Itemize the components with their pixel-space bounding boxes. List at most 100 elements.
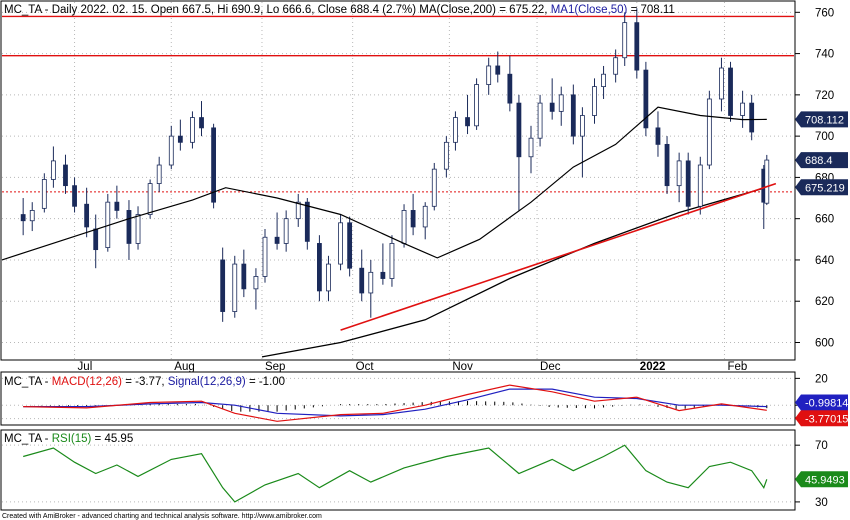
price-value-tag: 708.112 — [795, 111, 848, 128]
candle — [304, 198, 310, 250]
candle — [410, 193, 416, 236]
svg-text:708.112: 708.112 — [805, 114, 844, 126]
candle — [126, 200, 132, 260]
candle — [507, 55, 513, 112]
rsi-line — [23, 444, 768, 503]
candle — [764, 154, 770, 206]
rsi-title: MC_TA - RSI(15) = 45.95 — [4, 433, 133, 445]
candle — [474, 78, 479, 130]
candle — [168, 125, 174, 170]
macd-line — [23, 384, 767, 422]
candle — [177, 119, 183, 151]
rsi-path — [23, 444, 768, 503]
signal-value-tag: -0.99814 — [795, 394, 848, 411]
svg-text:688.4: 688.4 — [805, 155, 833, 167]
candle — [105, 193, 111, 252]
candle — [453, 111, 458, 151]
price-gridlines — [2, 2, 794, 359]
price-value-tag: 675.219 — [795, 179, 848, 196]
ma200-path — [261, 186, 767, 358]
candle — [655, 111, 661, 157]
candle — [338, 214, 343, 271]
price-tick-label: 600 — [815, 337, 834, 349]
svg-text:45.9493: 45.9493 — [805, 474, 845, 486]
svg-text:-3.77015: -3.77015 — [805, 413, 848, 425]
candle — [241, 249, 247, 298]
x-tick-label: Aug — [174, 361, 194, 373]
x-tick-label: Oct — [356, 361, 375, 373]
macd-y-axis: 200-10-0.99814-3.77015 — [795, 373, 848, 427]
support-trendline — [340, 182, 777, 331]
ma50-line — [1, 106, 767, 261]
candle — [558, 86, 564, 126]
price-title: MC_TA - Daily 2022. 02. 15. Open 667.5, … — [4, 4, 675, 16]
macd-lines — [23, 384, 767, 422]
price-tick-label: 720 — [815, 90, 834, 102]
candle — [72, 177, 77, 213]
candle — [422, 202, 428, 240]
candle — [135, 206, 141, 250]
candle — [359, 249, 365, 302]
candle — [516, 94, 522, 211]
svg-text:675.219: 675.219 — [805, 182, 845, 194]
candle — [579, 107, 585, 178]
candle — [592, 78, 597, 124]
x-tick-label: Jul — [78, 361, 93, 373]
candle — [685, 152, 691, 215]
candlesticks — [20, 8, 770, 322]
footer-credit: Created with AmiBroker - advanced charti… — [2, 513, 322, 520]
candle — [220, 247, 226, 322]
candle — [380, 243, 386, 285]
candle — [495, 51, 501, 83]
candle — [706, 90, 712, 170]
candle — [347, 216, 353, 277]
candle — [719, 57, 724, 112]
rsi-y-axis: 70 30 45.9493 — [795, 440, 848, 509]
rsi-tick-label: 70 — [815, 440, 828, 452]
candle — [190, 111, 195, 149]
candle — [728, 61, 733, 122]
candle — [749, 94, 755, 141]
candle — [528, 125, 534, 174]
candle — [283, 210, 289, 252]
candle — [613, 49, 619, 83]
horizontal-levels — [2, 15, 794, 193]
candle — [326, 255, 331, 302]
candle — [740, 90, 746, 128]
candle — [63, 154, 68, 194]
macd-tick-label: 20 — [815, 373, 828, 385]
candle — [634, 8, 640, 79]
rsi-pane[interactable]: MC_TA - RSI(15) = 45.95 — [0, 429, 796, 511]
candle — [697, 156, 703, 215]
candle — [232, 255, 238, 318]
x-tick-label: Sep — [265, 361, 285, 373]
candle — [20, 198, 26, 236]
rsi-gridlines — [2, 444, 794, 503]
candle — [443, 136, 449, 178]
candle — [664, 136, 670, 194]
x-tick-label: Nov — [452, 361, 473, 373]
candle — [401, 204, 407, 248]
trendline — [340, 182, 777, 331]
candle — [114, 185, 120, 219]
macd-pane[interactable]: MC_TA - MACD(12,26) = -3.77, Signal(12,2… — [0, 371, 796, 426]
signal-line — [23, 388, 767, 417]
candle — [486, 57, 492, 95]
candle — [368, 259, 374, 318]
candle — [676, 152, 682, 203]
candle — [199, 101, 204, 137]
x-tick-label: Dec — [540, 361, 561, 373]
price-tick-label: 760 — [815, 7, 834, 19]
x-tick-label: Feb — [727, 361, 747, 373]
candle — [156, 156, 162, 192]
candle — [570, 84, 576, 145]
price-tick-label: 640 — [815, 255, 834, 267]
candle — [431, 162, 437, 211]
candle — [295, 193, 301, 227]
candle — [317, 235, 322, 302]
price-pane[interactable]: MC_TA - Daily 2022. 02. 15. Open 667.5, … — [0, 0, 796, 361]
candle — [29, 202, 35, 232]
candle — [389, 235, 395, 287]
macd-histogram — [31, 400, 768, 412]
x-tick-label: 2022 — [640, 361, 666, 373]
